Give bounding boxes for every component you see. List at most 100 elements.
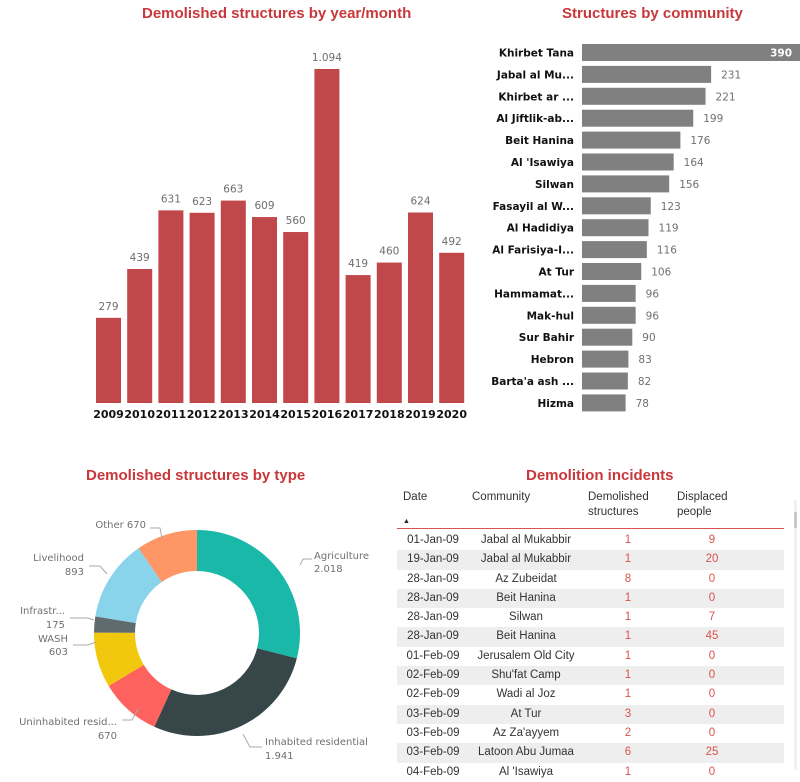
table-row[interactable]: 28-Jan-09 Silwan 1 7 xyxy=(397,608,784,627)
year-bar xyxy=(283,232,309,403)
community-bar xyxy=(582,241,647,259)
donut-slice-value: 1.941 xyxy=(265,751,294,762)
donut-slice-agriculture xyxy=(197,530,300,659)
community-bar xyxy=(582,350,629,368)
year-bar-value-label: 1.094 xyxy=(312,52,342,64)
community-chart-title: Structures by community xyxy=(562,5,743,22)
community-bar-value-label: 83 xyxy=(638,354,651,366)
sort-ascending-icon[interactable]: ▲ xyxy=(403,518,410,525)
community-bar-value-label: 82 xyxy=(638,376,651,388)
donut-leader-line xyxy=(299,558,312,566)
community-bar xyxy=(582,328,633,346)
column-header-community-label: Community xyxy=(472,491,531,503)
cell-community: Jerusalem Old City xyxy=(477,649,575,662)
donut-slice-other xyxy=(138,530,197,582)
year-bar xyxy=(439,252,465,403)
table-scrollbar-thumb[interactable] xyxy=(794,512,797,528)
cell-displaced-people: 0 xyxy=(708,669,716,682)
community-bar xyxy=(582,284,636,302)
cell-date: 03-Feb-09 xyxy=(406,707,460,720)
donut-slice-label: Uninhabited resid... xyxy=(19,717,117,728)
cell-date: 02-Feb-09 xyxy=(406,669,460,682)
cell-demolished-structures: 6 xyxy=(624,746,632,759)
community-bar xyxy=(582,197,651,215)
year-bar xyxy=(314,69,340,403)
donut-slice-value: 603 xyxy=(49,647,68,658)
table-row[interactable]: 28-Jan-09 Beit Hanina 1 45 xyxy=(397,627,784,647)
column-header-demolished[interactable]: Demolished structures xyxy=(588,490,649,520)
donut-slice-livelihood xyxy=(95,548,162,624)
table-scrollbar[interactable] xyxy=(794,500,797,770)
community-bar-value-label: 123 xyxy=(661,201,681,213)
table-row[interactable]: 04-Feb-09 Al 'Isawiya 1 0 xyxy=(397,763,784,782)
cell-date: 28-Jan-09 xyxy=(407,611,459,624)
cell-demolished-structures: 3 xyxy=(624,707,632,720)
year-axis-tick-label: 2014 xyxy=(249,408,280,421)
table-row[interactable]: 03-Feb-09 Latoon Abu Jumaa 6 25 xyxy=(397,743,784,763)
community-bar xyxy=(582,65,712,83)
cell-demolished-structures: 1 xyxy=(624,630,632,643)
year-bar xyxy=(345,275,371,403)
column-header-displaced-line1: Displaced xyxy=(677,491,728,503)
cell-date: 19-Jan-09 xyxy=(407,553,459,566)
table-row[interactable]: 03-Feb-09 At Tur 3 0 xyxy=(397,704,784,724)
table-header: Date Community Demolished structures Dis… xyxy=(397,486,784,529)
cell-displaced-people: 0 xyxy=(708,572,716,585)
community-bar-value-label: 199 xyxy=(703,113,723,125)
community-bar-value-label: 96 xyxy=(646,310,660,322)
community-axis-label: Hebron xyxy=(531,354,574,366)
cell-displaced-people: 0 xyxy=(708,591,716,604)
cell-demolished-structures: 1 xyxy=(624,688,632,701)
table-row[interactable]: 28-Jan-09 Az Zubeidat 8 0 xyxy=(397,570,784,589)
table-row[interactable]: 19-Jan-09 Jabal al Mukabbir 1 20 xyxy=(397,550,784,570)
community-bar-value-label: 119 xyxy=(659,223,679,235)
column-header-date[interactable]: Date xyxy=(403,490,427,505)
community-axis-label: Khirbet ar ... xyxy=(498,91,574,103)
year-bar xyxy=(376,262,402,403)
donut-slice-value: 670 xyxy=(98,731,117,742)
community-bar-value-label: 221 xyxy=(716,91,736,103)
column-header-community[interactable]: Community xyxy=(472,490,530,505)
year-bar-value-label: 492 xyxy=(442,236,462,248)
table-row[interactable]: 01-Jan-09 Jabal al Mukabbir 1 9 xyxy=(397,531,784,550)
year-bar-value-label: 663 xyxy=(223,184,243,196)
year-axis-tick-label: 2012 xyxy=(187,408,218,421)
cell-date: 28-Jan-09 xyxy=(407,572,459,585)
cell-community: At Tur xyxy=(510,707,542,720)
cell-date: 01-Jan-09 xyxy=(407,534,459,546)
year-bar xyxy=(96,317,121,403)
year-bar xyxy=(408,212,433,403)
table-row[interactable]: 03-Feb-09 Az Za'ayyem 2 0 xyxy=(397,724,784,743)
column-header-demolished-line2: structures xyxy=(588,506,639,518)
community-bar-value-label: 156 xyxy=(679,179,699,191)
year-axis-tick-label: 2011 xyxy=(156,408,187,421)
community-axis-label: Sur Bahir xyxy=(519,332,575,344)
table-row[interactable]: 02-Feb-09 Wadi al Joz 1 0 xyxy=(397,685,784,704)
cell-demolished-structures: 1 xyxy=(624,649,632,662)
cell-community: Beit Hanina xyxy=(496,630,556,643)
donut-leader-line xyxy=(70,617,95,621)
donut-slice-value: 893 xyxy=(65,567,84,578)
year-bar-value-label: 279 xyxy=(98,301,118,313)
incidents-table-title: Demolition incidents xyxy=(526,467,674,484)
year-bar xyxy=(158,210,184,403)
cell-demolished-structures: 1 xyxy=(624,765,632,778)
donut-leader-line xyxy=(122,708,139,721)
incidents-table: Date Community Demolished structures Dis… xyxy=(397,486,784,782)
table-row[interactable]: 01-Feb-09 Jerusalem Old City 1 0 xyxy=(397,647,784,666)
table-row[interactable]: 02-Feb-09 Shu'fat Camp 1 0 xyxy=(397,666,784,686)
community-bar-chart: Khirbet Tana 390 Jabal al Mu... 231 Khirbet … xyxy=(491,44,800,412)
community-bar xyxy=(582,153,674,171)
table-row[interactable]: 28-Jan-09 Beit Hanina 1 0 xyxy=(397,588,784,609)
cell-date: 02-Feb-09 xyxy=(406,688,460,701)
column-header-displaced[interactable]: Displaced people xyxy=(677,490,728,520)
cell-date: 01-Feb-09 xyxy=(406,649,460,662)
cell-community: Beit Hanina xyxy=(496,591,556,604)
community-bar xyxy=(582,263,642,280)
community-bar-value-label: 106 xyxy=(651,267,671,279)
type-donut-chart: Agriculture 2.018 Inhabited residential 1.9… xyxy=(19,520,369,762)
cell-community: Az Zubeidat xyxy=(495,572,557,585)
donut-leader-line xyxy=(73,641,97,646)
year-axis-tick-label: 2016 xyxy=(312,408,343,421)
year-axis-tick-label: 2009 xyxy=(93,408,124,421)
